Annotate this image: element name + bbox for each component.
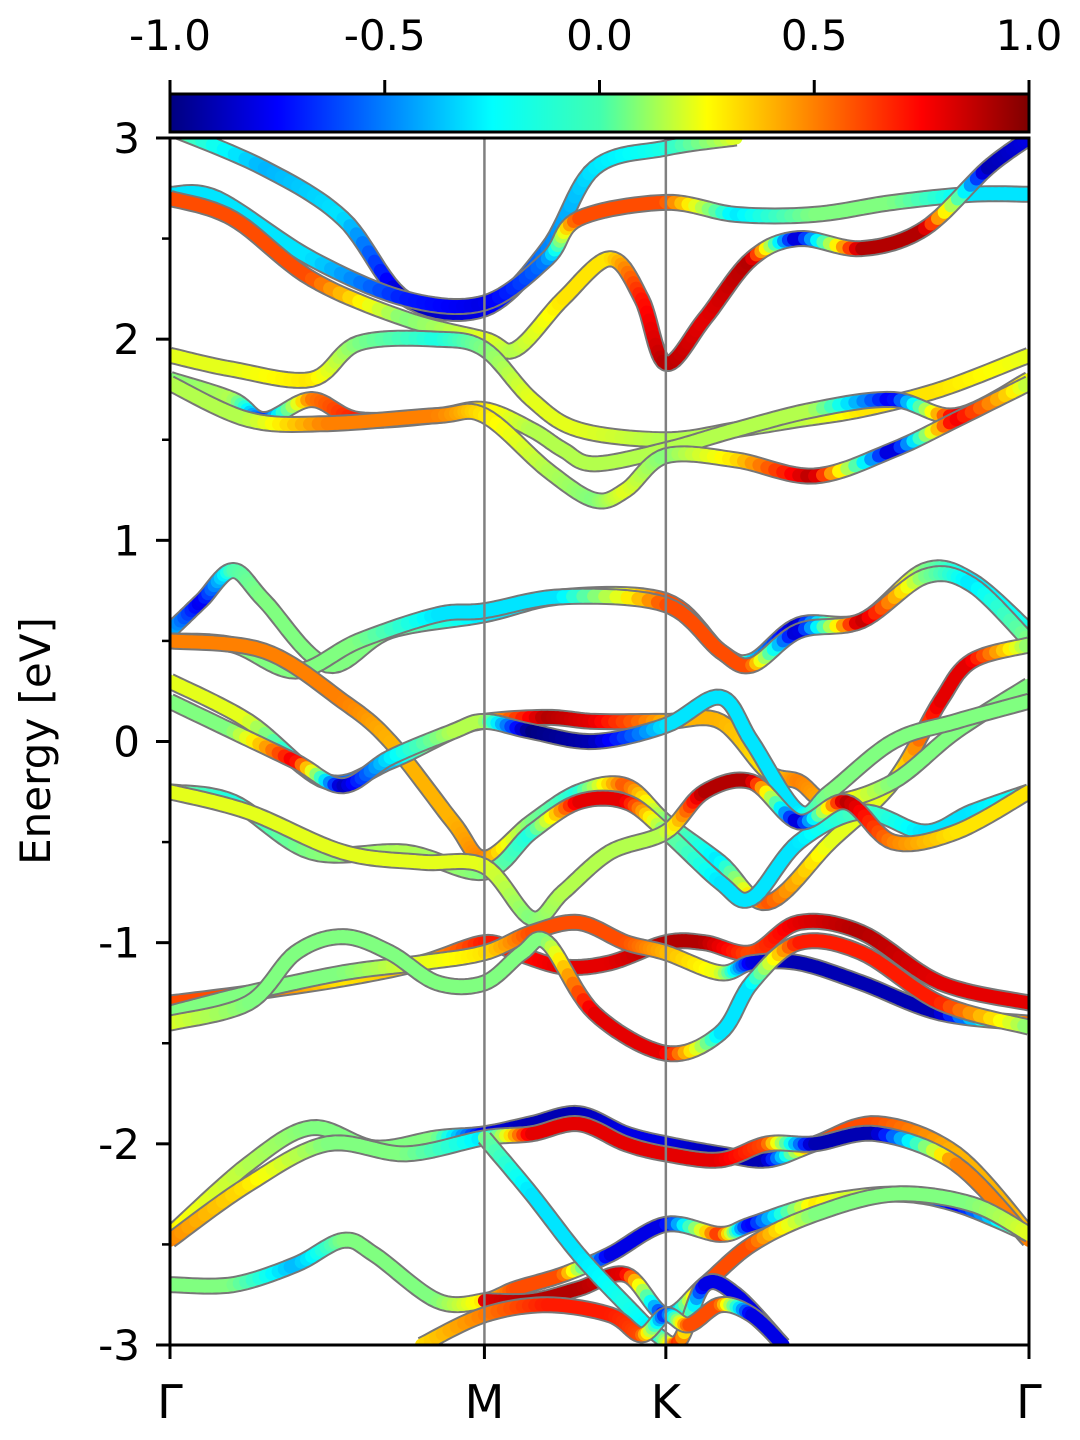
band-1 <box>170 184 1029 315</box>
colorbar-gradient <box>168 92 1031 134</box>
kpoint-label: M <box>465 1375 505 1429</box>
colorbar-tick-label: 0.0 <box>566 11 633 60</box>
y-tick-label: -3 <box>98 1321 140 1370</box>
bands <box>170 138 1029 1345</box>
band-7 <box>170 565 1029 680</box>
band-21 <box>415 1296 791 1345</box>
y-tick-label: -2 <box>98 1120 140 1169</box>
band-17 <box>170 1115 1029 1248</box>
y-tick-label: -1 <box>98 919 140 968</box>
kpoint-label: Γ <box>1016 1375 1042 1429</box>
colorbar-tick-label: 0.5 <box>781 11 848 60</box>
colorbar-tick-label: -0.5 <box>344 11 426 60</box>
band-20 <box>477 1131 790 1345</box>
y-axis-ticks: -3 -2 -1 0 1 2 3 <box>98 114 170 1370</box>
y-tick-label: 0 <box>113 718 140 767</box>
colorbar-tick-label: -1.0 <box>129 11 211 60</box>
y-axis-label: Energy [eV] <box>11 617 60 865</box>
band-12 <box>170 771 1029 928</box>
colorbar-tick-label: 1.0 <box>996 11 1063 60</box>
band-15 <box>170 928 1029 1063</box>
band-2 <box>170 138 1029 372</box>
kpoint-label: Γ <box>157 1375 183 1429</box>
y-tick-label: 2 <box>113 315 140 364</box>
colorbar-ticks: -1.0 -0.5 0.0 0.5 1.0 <box>129 11 1062 94</box>
kpoint-label: K <box>651 1375 683 1429</box>
kpath-lines <box>483 138 668 1345</box>
band-5 <box>170 375 1029 510</box>
y-tick-label: 3 <box>113 114 140 163</box>
band-segment <box>178 138 199 144</box>
y-tick-label: 1 <box>113 516 140 565</box>
band-19 <box>477 1185 1029 1324</box>
band-10 <box>170 688 1029 823</box>
colorbar: -1.0 -0.5 0.0 0.5 1.0 <box>129 11 1062 134</box>
